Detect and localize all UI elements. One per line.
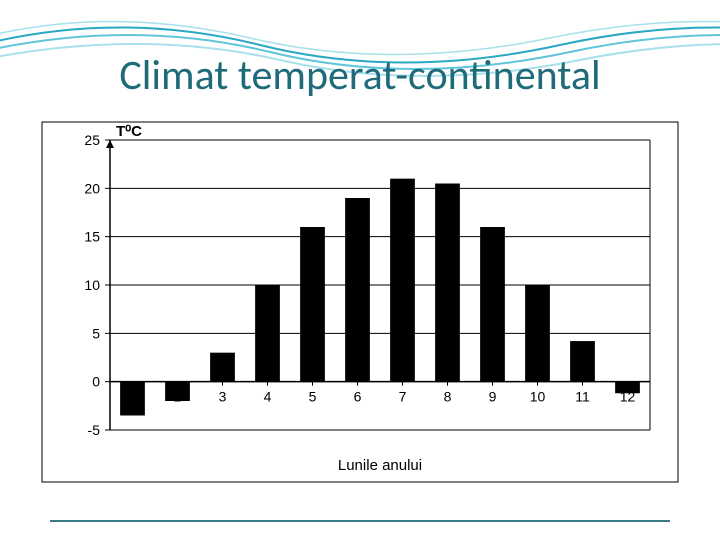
svg-text:9: 9 — [489, 389, 497, 405]
svg-text:6: 6 — [354, 389, 362, 405]
svg-text:25: 25 — [84, 132, 100, 148]
temperature-bar-chart: -50510152025T⁰C123456789101112Lunile anu… — [40, 120, 680, 490]
svg-text:20: 20 — [84, 180, 100, 196]
svg-text:Lunile anului: Lunile anului — [338, 457, 422, 474]
svg-text:10: 10 — [84, 277, 100, 293]
svg-text:5: 5 — [309, 389, 317, 405]
svg-text:5: 5 — [92, 325, 100, 341]
svg-text:4: 4 — [264, 389, 272, 405]
svg-text:10: 10 — [530, 389, 546, 405]
svg-text:1: 1 — [129, 389, 137, 405]
svg-text:7: 7 — [399, 389, 407, 405]
svg-text:0: 0 — [92, 374, 100, 390]
svg-text:15: 15 — [84, 229, 100, 245]
svg-text:T⁰C: T⁰C — [116, 123, 142, 140]
svg-text:-5: -5 — [88, 422, 101, 438]
svg-text:12: 12 — [620, 389, 636, 405]
svg-text:11: 11 — [575, 389, 590, 405]
svg-text:2: 2 — [174, 389, 182, 405]
svg-text:8: 8 — [444, 389, 452, 405]
decorative-underline — [50, 520, 670, 522]
svg-text:3: 3 — [219, 389, 227, 405]
page-title: Climat temperat-continental — [0, 50, 720, 101]
